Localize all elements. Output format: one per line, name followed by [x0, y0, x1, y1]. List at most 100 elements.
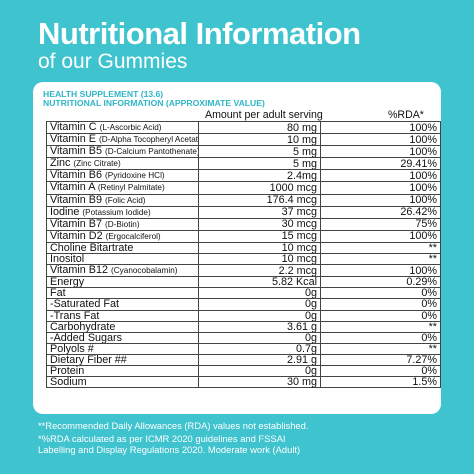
nutrient-label: Carbohydrate	[50, 321, 116, 333]
nutrient-label: Vitamin E	[50, 133, 97, 146]
column-headers: Amount per adult serving %RDA*	[33, 109, 441, 121]
nutrient-amount: 30 mcg	[198, 217, 321, 231]
nutrient-label: Vitamin B6	[50, 169, 103, 182]
nutrient-amount: 0g	[198, 298, 321, 311]
nutrition-table: Vitamin C (L-Ascorbic Acid) 80 mg 100% Vita…	[46, 120, 441, 389]
nutrient-rda: 100%	[320, 120, 441, 135]
table-row: Zinc (Zinc Citrate) 5 mg 29.41%	[46, 157, 441, 171]
nutrient-name: Carbohydrate	[46, 320, 199, 333]
nutrient-name: Protein	[46, 364, 199, 378]
nutrient-source: (Potassium Iodide)	[82, 207, 151, 217]
nutrient-label: Vitamin C	[50, 121, 97, 133]
table-row: Iodine (Potassium Iodide) 37 mcg 26.42%	[46, 205, 441, 219]
nutrient-label: Sodium	[50, 376, 87, 388]
table-row: Inositol 10 mcg **	[46, 253, 441, 266]
nutrient-name: Fat	[46, 287, 199, 300]
table-row: -Added Sugars 0g 0%	[46, 331, 441, 344]
nutrient-source: (D-Calcium Pantothenate)	[105, 147, 199, 157]
nutrient-source: (D-Alpha Tocopheryl Acetate)	[99, 135, 199, 145]
nutrient-amount: 0g	[198, 364, 321, 378]
nutrient-name: Zinc (Zinc Citrate)	[46, 157, 199, 171]
table-row: Polyols # 0.7g **	[46, 342, 441, 355]
nutrient-label: Vitamin B7	[50, 218, 103, 230]
table-row: Vitamin B12 (Cyanocobalamin) 2.2 mcg 100%	[46, 264, 441, 278]
table-row: Sodium 30 mg 1.5%	[46, 376, 441, 389]
nutrient-amount: 37 mcg	[198, 205, 321, 219]
nutrient-name: Vitamin B7 (D-Biotin)	[46, 217, 199, 231]
table-row: Fat 0g 0%	[46, 287, 441, 300]
table-row: Vitamin B9 (Folic Acid) 176.4 mcg 100%	[46, 193, 441, 207]
nutrient-name: Choline Bitartrate	[46, 241, 199, 255]
nutrient-label: Vitamin B5	[50, 145, 103, 158]
nutrient-amount: 0.7g	[198, 342, 321, 355]
nutrient-name: Energy	[46, 276, 199, 289]
nutrient-rda: 7.27%	[320, 353, 441, 366]
table-row: Vitamin B5 (D-Calcium Pantothenate) 5 mg 1…	[46, 145, 441, 159]
nutrient-name: Sodium	[46, 376, 199, 389]
table-row: Energy 5.82 Kcal 0.29%	[46, 276, 441, 289]
table-row: Vitamin C (L-Ascorbic Acid) 80 mg 100%	[46, 120, 441, 135]
table-row: Choline Bitartrate 10 mcg **	[46, 241, 441, 255]
nutrient-name: Vitamin C (L-Ascorbic Acid)	[46, 120, 199, 135]
nutrient-label: Protein	[50, 365, 85, 377]
table-row: -Trans Fat 0g 0%	[46, 309, 441, 322]
nutrient-name: Vitamin E (D-Alpha Tocopheryl Acetate)	[46, 133, 199, 147]
nutrient-label: Vitamin D2	[50, 230, 103, 242]
nutrient-amount: 2.2 mcg	[198, 264, 321, 278]
nutrient-rda: **	[320, 241, 441, 255]
nutrient-source: (Pyridoxine HCl)	[105, 171, 165, 181]
footnote-fssai: Labelling and Display Regulations 2020. …	[38, 444, 301, 455]
footnote-rda: **Recommended Daily Allowances (RDA) val…	[38, 420, 309, 431]
nutrient-source: (D-Biotin)	[105, 219, 140, 229]
nutrient-label: Inositol	[50, 253, 85, 265]
nutrition-info-heading: NUTRITIONAL INFORMATION (APPROXIMATE VAL…	[43, 98, 265, 108]
nutrient-label: -Added Sugars	[50, 332, 123, 344]
nutrition-card: HEALTH SUPPLEMENT (13.6) NUTRITIONAL INF…	[33, 82, 441, 414]
nutrient-label: Iodine	[50, 206, 80, 218]
table-row: Protein 0g 0%	[46, 364, 441, 378]
nutrient-rda: 100%	[320, 193, 441, 207]
nutrient-name: -Added Sugars	[46, 331, 199, 344]
amount-column-header: Amount per adult serving	[205, 109, 323, 121]
nutrient-name: Vitamin A (Retinyl Palmitate)	[46, 181, 199, 195]
table-row: -Saturated Fat 0g 0%	[46, 298, 441, 311]
nutrient-rda: 100%	[320, 229, 441, 243]
nutrient-rda: 100%	[320, 145, 441, 159]
nutrient-rda: **	[320, 253, 441, 266]
nutrient-label: Vitamin A	[50, 181, 95, 194]
nutrient-label: Polyols #	[50, 343, 94, 355]
footnote-icmr: *%RDA calculated as per ICMR 2020 guidel…	[38, 433, 286, 444]
nutrient-rda: 75%	[320, 217, 441, 231]
table-row: Vitamin D2 (Ergocalciferol) 15 mcg 100%	[46, 229, 441, 243]
nutrient-label: Choline Bitartrate	[50, 242, 134, 254]
nutrient-rda: 0%	[320, 309, 441, 322]
health-supplement-heading: HEALTH SUPPLEMENT (13.6)	[43, 89, 164, 99]
nutrient-rda: 100%	[320, 264, 441, 278]
nutrient-amount: 2.91 g	[198, 353, 321, 366]
nutrient-amount: 0g	[198, 309, 321, 322]
nutrient-label: Dietary Fiber ##	[50, 354, 127, 366]
rda-column-header: %RDA*	[388, 109, 424, 121]
nutrient-name: Vitamin B5 (D-Calcium Pantothenate)	[46, 145, 199, 159]
nutrient-rda: **	[320, 320, 441, 333]
nutrient-name: Polyols #	[46, 342, 199, 355]
nutrient-rda: 0%	[320, 298, 441, 311]
nutrient-rda: 100%	[320, 169, 441, 183]
nutrient-amount: 5.82 Kcal	[198, 276, 321, 289]
nutrient-name: Vitamin D2 (Ergocalciferol)	[46, 229, 199, 243]
nutrient-rda: 0%	[320, 287, 441, 300]
nutrient-name: Iodine (Potassium Iodide)	[46, 205, 199, 219]
table-row: Vitamin A (Retinyl Palmitate) 1000 mcg 100…	[46, 181, 441, 195]
nutrient-amount: 0g	[198, 287, 321, 300]
table-row: Vitamin B6 (Pyridoxine HCl) 2.4mg 100%	[46, 169, 441, 183]
nutrient-source: (Ergocalciferol)	[105, 231, 161, 241]
nutrient-amount: 2.4mg	[198, 169, 321, 183]
nutrient-label: -Trans Fat	[50, 310, 100, 322]
nutrient-amount: 30 mg	[198, 376, 321, 389]
nutrient-rda: 26.42%	[320, 205, 441, 219]
nutrient-source: (Cyanocobalamin)	[111, 266, 178, 276]
nutrient-rda: 0.29%	[320, 276, 441, 289]
nutrient-rda: 100%	[320, 181, 441, 195]
nutrient-amount: 10 mcg	[198, 253, 321, 266]
nutrient-rda: 29.41%	[320, 157, 441, 171]
